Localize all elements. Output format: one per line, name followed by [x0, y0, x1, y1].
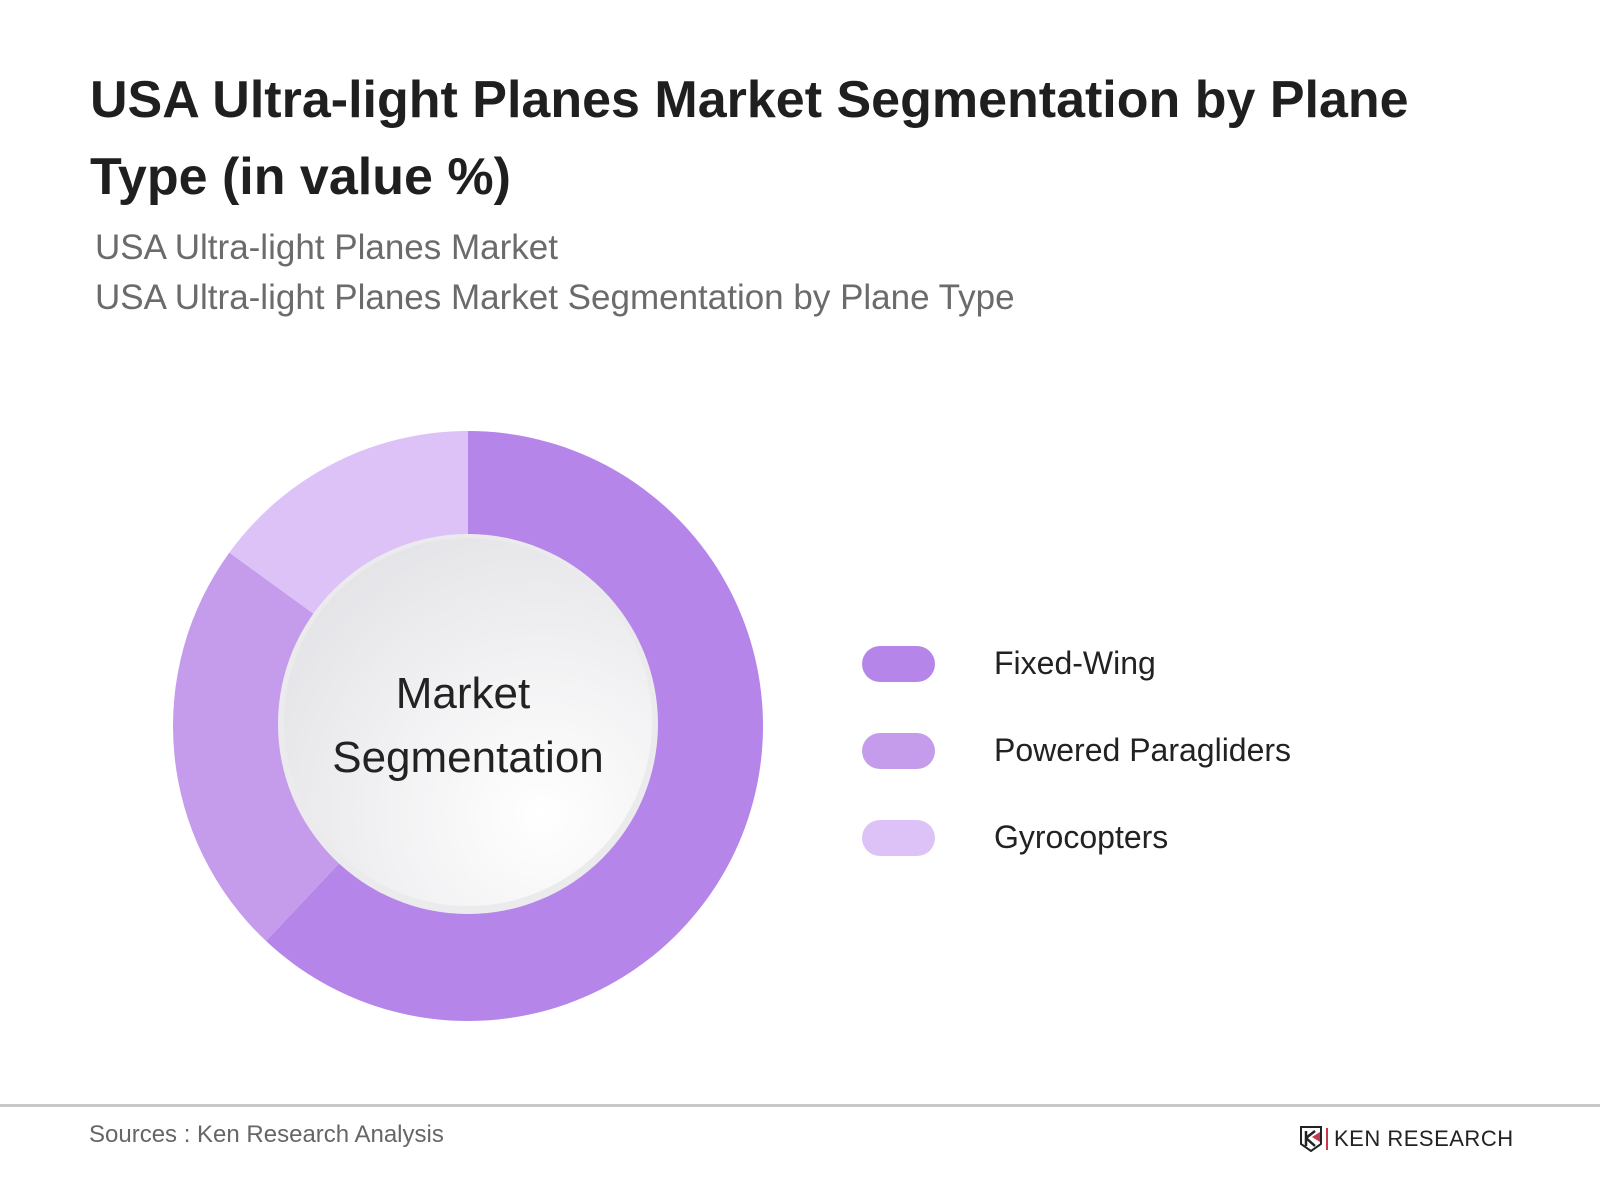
center-circle — [284, 538, 652, 906]
ken-research-logo: KEN RESEARCH — [1300, 1126, 1514, 1152]
legend-label: Gyrocopters — [994, 819, 1169, 855]
footer-divider — [0, 1104, 1600, 1107]
center-label-line-1: Market — [396, 669, 530, 718]
legend-item-gyrocopters: Gyrocopters — [862, 794, 1291, 881]
legend-swatch — [862, 819, 935, 856]
legend-item-powered-paragliders: Powered Paragliders — [862, 707, 1291, 794]
legend-label: Powered Paragliders — [994, 732, 1292, 768]
legend-swatch — [862, 732, 935, 769]
donut-chart: Market Segmentation — [172, 431, 763, 1021]
legend-swatch — [862, 645, 935, 682]
logo-text: KEN RESEARCH — [1334, 1126, 1514, 1151]
subtitle-market: USA Ultra-light Planes Market — [95, 228, 558, 267]
source-note: Sources : Ken Research Analysis — [89, 1121, 444, 1148]
chart-title: USA Ultra-light Planes Market Segmentati… — [90, 71, 1409, 206]
subtitle-segmentation: USA Ultra-light Planes Market Segmentati… — [95, 278, 1015, 317]
legend-label: Fixed-Wing — [994, 645, 1156, 681]
legend: Fixed-Wing Powered Paragliders Gyrocopte… — [862, 620, 1291, 881]
logo-k-icon — [1300, 1126, 1322, 1152]
legend-item-fixed-wing: Fixed-Wing — [862, 620, 1291, 707]
center-label-line-2: Segmentation — [332, 733, 604, 782]
